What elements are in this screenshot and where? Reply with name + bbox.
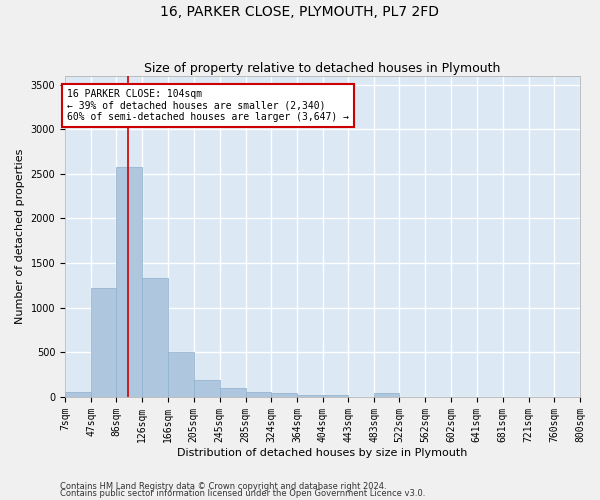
- Bar: [245, 392, 271, 397]
- Bar: [323, 394, 348, 397]
- Bar: [91, 288, 116, 397]
- Y-axis label: Number of detached properties: Number of detached properties: [15, 148, 25, 324]
- Bar: [194, 380, 220, 397]
- X-axis label: Distribution of detached houses by size in Plymouth: Distribution of detached houses by size …: [178, 448, 468, 458]
- Bar: [271, 392, 297, 397]
- Text: Contains public sector information licensed under the Open Government Licence v3: Contains public sector information licen…: [60, 489, 425, 498]
- Bar: [65, 392, 91, 397]
- Title: Size of property relative to detached houses in Plymouth: Size of property relative to detached ho…: [145, 62, 501, 74]
- Text: 16 PARKER CLOSE: 104sqm
← 39% of detached houses are smaller (2,340)
60% of semi: 16 PARKER CLOSE: 104sqm ← 39% of detache…: [67, 89, 349, 122]
- Text: Contains HM Land Registry data © Crown copyright and database right 2024.: Contains HM Land Registry data © Crown c…: [60, 482, 386, 491]
- Bar: [297, 394, 323, 397]
- Bar: [116, 166, 142, 397]
- Bar: [374, 392, 400, 397]
- Text: 16, PARKER CLOSE, PLYMOUTH, PL7 2FD: 16, PARKER CLOSE, PLYMOUTH, PL7 2FD: [161, 5, 439, 19]
- Bar: [220, 388, 245, 397]
- Bar: [142, 278, 168, 397]
- Bar: [168, 352, 194, 397]
